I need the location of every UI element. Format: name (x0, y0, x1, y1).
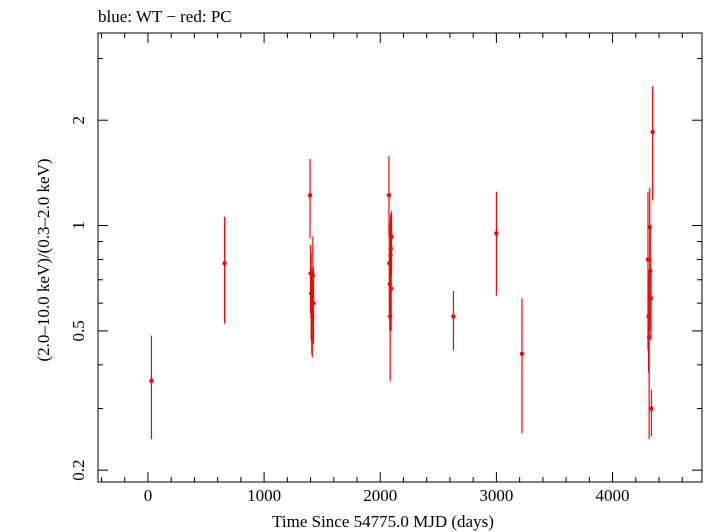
x-tick-label: 0 (144, 486, 153, 505)
x-axis: 0 1000 2000 3000 4000 (100, 33, 683, 505)
y-axis: 0.2 0.5 1 2 (69, 58, 702, 481)
data-point (307, 193, 313, 198)
data-point (388, 286, 394, 291)
data-point (451, 314, 456, 319)
data-point (388, 246, 394, 251)
x-tick-label: 1000 (247, 486, 281, 505)
data-point (386, 193, 392, 198)
x-tick-label: 4000 (596, 486, 630, 505)
data-point (649, 406, 654, 411)
x-axis-label: Time Since 54775.0 MJD (days) (272, 512, 494, 531)
data-point (389, 234, 394, 239)
data-point (222, 261, 227, 266)
y-tick-label: 0.2 (69, 460, 88, 481)
x-tick-label: 3000 (479, 486, 513, 505)
data-point (648, 296, 654, 301)
data-series-pc (149, 86, 655, 440)
y-tick-label: 0.5 (69, 320, 88, 341)
y-tick-label: 1 (69, 221, 88, 230)
data-point (494, 231, 499, 236)
data-point (311, 300, 316, 306)
data-point (645, 257, 651, 262)
y-axis-label: (2.0–10.0 keV)/(0.3–2.0 keV) (34, 158, 53, 361)
data-point (519, 351, 525, 357)
data-point (149, 378, 154, 384)
x-tick-label: 2000 (363, 486, 397, 505)
y-tick-label: 2 (69, 116, 88, 125)
data-point (650, 129, 655, 135)
data-point (646, 334, 652, 340)
plot-frame (97, 32, 703, 483)
chart-title: blue: WT − red: PC (98, 7, 232, 26)
